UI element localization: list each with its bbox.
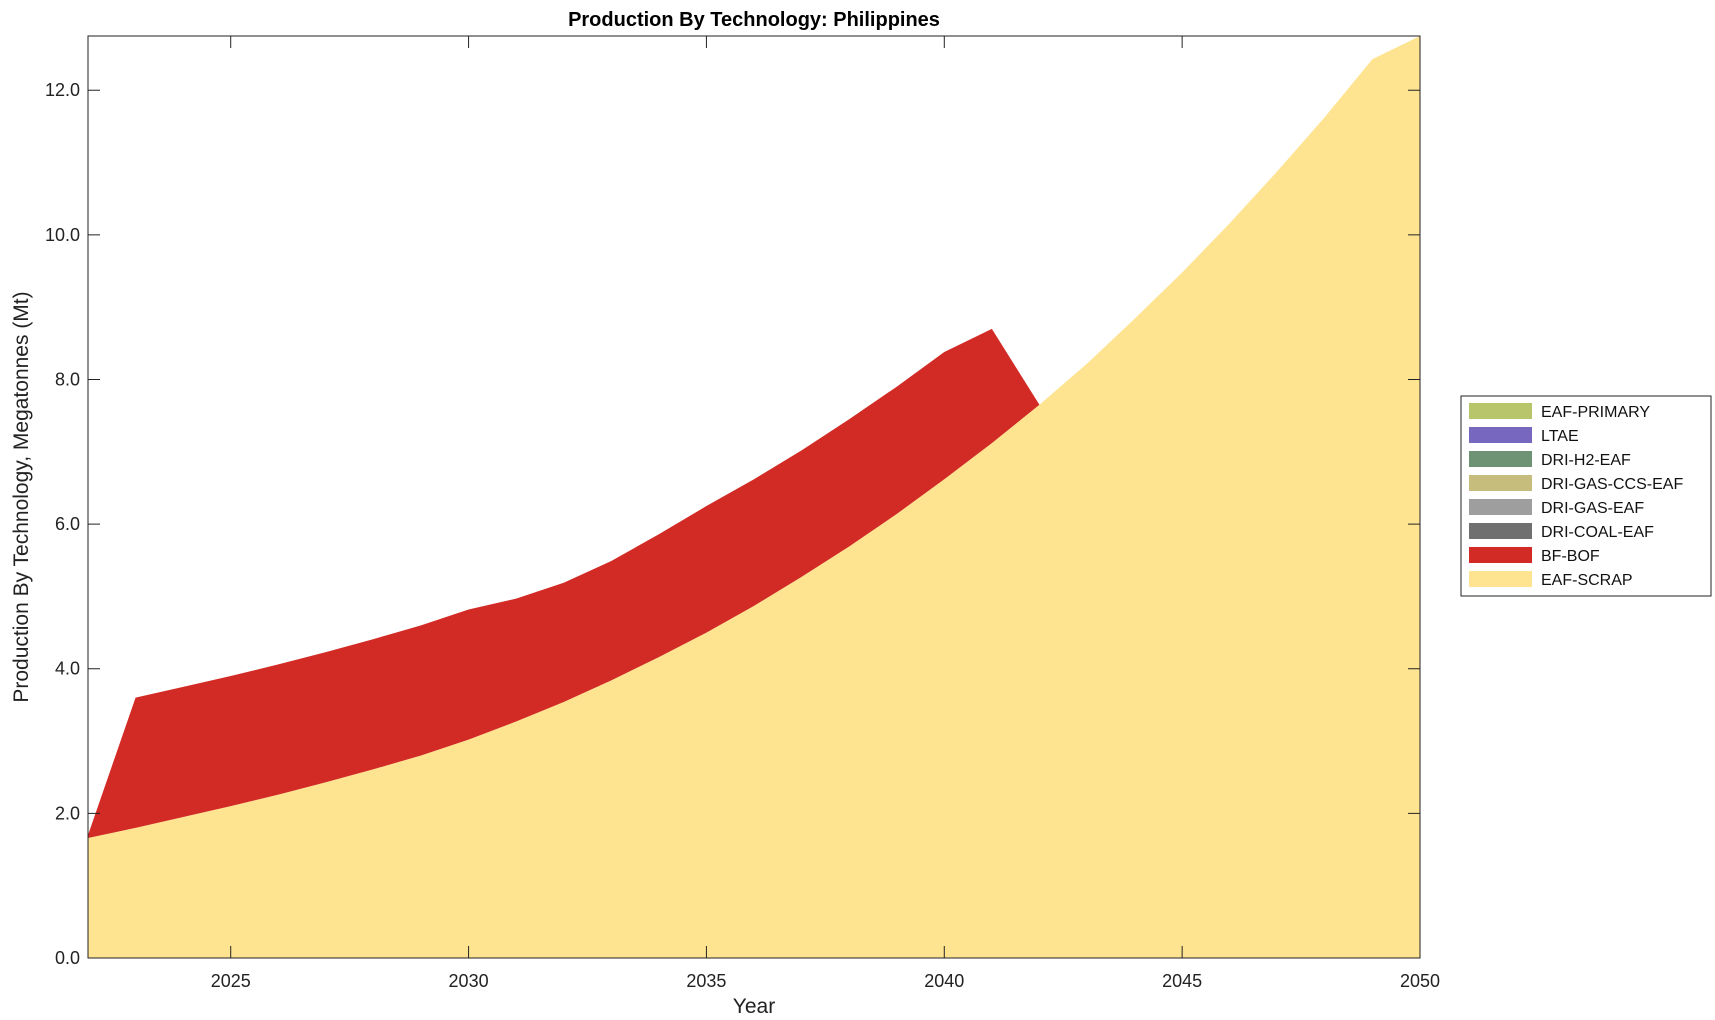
legend-swatch — [1469, 571, 1532, 587]
legend-item-bf-bof: BF-BOF — [1469, 547, 1600, 565]
area-bf-bof — [88, 36, 1420, 838]
x-tick-label: 2035 — [686, 971, 726, 991]
legend-label: BF-BOF — [1541, 548, 1600, 565]
legend-item-dri-gas-ccs-eaf: DRI-GAS-CCS-EAF — [1469, 475, 1683, 493]
y-tick-label: 2.0 — [55, 803, 80, 823]
y-tick-label: 4.0 — [55, 659, 80, 679]
legend-item-dri-gas-eaf: DRI-GAS-EAF — [1469, 499, 1644, 517]
x-tick-label: 2025 — [211, 971, 251, 991]
plot-frame — [87, 35, 1421, 959]
legend-label: EAF-PRIMARY — [1541, 404, 1650, 421]
chart-title: Production By Technology: Philippines — [568, 9, 940, 31]
x-tick-label: 2040 — [924, 971, 964, 991]
areas-layer — [88, 36, 1420, 958]
legend-item-dri-h2-eaf: DRI-H2-EAF — [1469, 451, 1631, 469]
area-eaf-scrap — [88, 36, 1420, 958]
y-tick-label: 10.0 — [45, 225, 80, 245]
y-tick-label: 12.0 — [45, 80, 80, 100]
legend-swatch — [1469, 547, 1532, 563]
legend-item-ltae: LTAE — [1469, 427, 1579, 445]
legend-swatch — [1469, 451, 1532, 467]
x-tick-label: 2045 — [1162, 971, 1202, 991]
ticks-layer: 2025 2030 2035 2040 2045 2050 0.0 2.0 4.0 6.0 8.0 1… — [45, 36, 1440, 991]
legend-label: LTAE — [1541, 428, 1579, 445]
legend-label: DRI-COAL-EAF — [1541, 524, 1654, 541]
legend-label: DRI-H2-EAF — [1541, 452, 1631, 469]
x-tick-label: 2050 — [1400, 971, 1440, 991]
legend-label: DRI-GAS-EAF — [1541, 500, 1644, 517]
legend-item-eaf-primary: EAF-PRIMARY — [1469, 403, 1650, 421]
y-tick-label: 0.0 — [55, 948, 80, 968]
legend-swatch — [1469, 403, 1532, 419]
legend-box — [1460, 395, 1712, 597]
legend-swatch — [1469, 499, 1532, 515]
x-tick-label: 2030 — [449, 971, 489, 991]
y-tick-label: 8.0 — [55, 369, 80, 389]
x-axis-label: Year — [733, 995, 775, 1018]
legend-swatch — [1469, 475, 1532, 491]
legend-swatch — [1469, 427, 1532, 443]
y-axis-label: Production By Technology, Megatonnes (Mt… — [10, 291, 33, 702]
legend-label: EAF-SCRAP — [1541, 572, 1633, 589]
legend-item-eaf-scrap: EAF-SCRAP — [1469, 571, 1633, 589]
legend-swatch — [1469, 523, 1532, 539]
legend-label: DRI-GAS-CCS-EAF — [1541, 476, 1683, 493]
y-tick-label: 6.0 — [55, 514, 80, 534]
legend: EAF-PRIMARY LTAE DRI-H2-EAF DRI-GAS-CCS-EAF… — [1460, 395, 1712, 597]
legend-item-dri-coal-eaf: DRI-COAL-EAF — [1469, 523, 1654, 541]
